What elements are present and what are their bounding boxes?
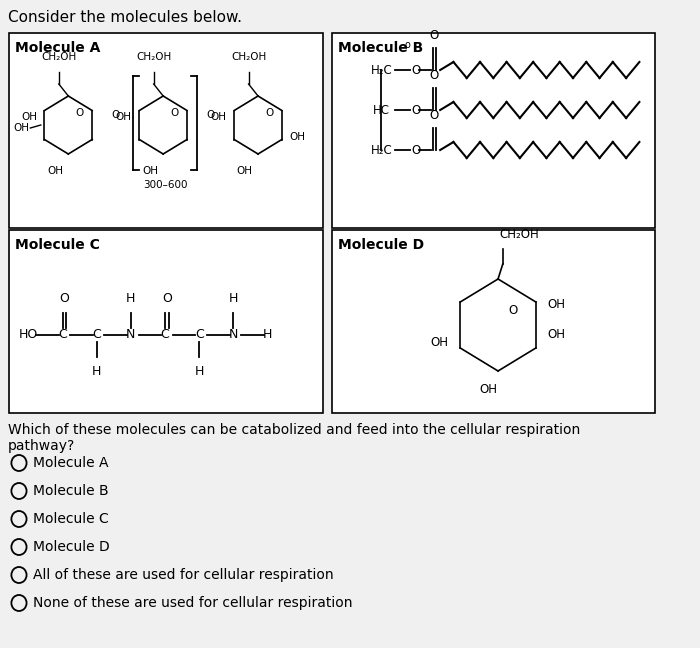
Text: OH: OH (547, 329, 566, 341)
Text: Molecule B: Molecule B (337, 41, 423, 55)
Text: O: O (111, 110, 120, 120)
Text: 300–600: 300–600 (143, 180, 188, 190)
Text: OH: OH (116, 112, 132, 122)
Text: O: O (411, 64, 420, 76)
Text: OH: OH (237, 166, 253, 176)
Text: OH: OH (13, 123, 29, 133)
Text: N: N (126, 329, 136, 341)
Text: O: O (60, 292, 69, 305)
Text: Molecule B: Molecule B (33, 484, 108, 498)
Text: CH₂OH: CH₂OH (41, 52, 76, 62)
FancyBboxPatch shape (10, 230, 323, 413)
Text: OH: OH (142, 166, 158, 176)
Text: H: H (195, 365, 204, 378)
Text: H: H (126, 292, 136, 305)
Text: N: N (229, 329, 238, 341)
Text: O: O (430, 29, 439, 42)
Text: O: O (430, 109, 439, 122)
Text: O: O (265, 108, 274, 118)
Text: O: O (509, 305, 518, 318)
Text: H₂C: H₂C (370, 64, 392, 76)
Text: OH: OH (547, 299, 566, 312)
Text: OH: OH (21, 112, 37, 122)
Text: OH: OH (480, 383, 498, 396)
Text: HO: HO (19, 329, 38, 341)
Text: CH₂OH: CH₂OH (499, 228, 539, 241)
Text: O: O (411, 143, 420, 157)
Text: All of these are used for cellular respiration: All of these are used for cellular respi… (33, 568, 334, 582)
FancyBboxPatch shape (332, 33, 654, 228)
Text: Molecule C: Molecule C (15, 238, 100, 252)
Text: C: C (92, 329, 101, 341)
Text: H: H (92, 365, 102, 378)
Text: CH₂OH: CH₂OH (231, 52, 266, 62)
Text: HC: HC (373, 104, 390, 117)
Text: o: o (404, 40, 410, 50)
Text: None of these are used for cellular respiration: None of these are used for cellular resp… (33, 596, 353, 610)
Text: Molecule A: Molecule A (15, 41, 101, 55)
FancyBboxPatch shape (332, 230, 654, 413)
Text: O: O (411, 104, 420, 117)
Text: Which of these molecules can be catabolized and feed into the cellular respirati: Which of these molecules can be cataboli… (8, 423, 580, 453)
Text: O: O (76, 108, 84, 118)
Text: H₂C: H₂C (370, 143, 392, 157)
Text: Molecule A: Molecule A (33, 456, 108, 470)
Text: Molecule C: Molecule C (33, 512, 109, 526)
Text: OH: OH (211, 112, 227, 122)
Text: C: C (58, 329, 67, 341)
Text: OH: OH (289, 132, 305, 142)
Text: OH: OH (430, 336, 449, 349)
Text: H: H (262, 329, 272, 341)
Text: CH₂OH: CH₂OH (136, 52, 172, 62)
Text: Molecule D: Molecule D (337, 238, 424, 252)
Text: O: O (206, 110, 215, 120)
Text: O: O (430, 69, 439, 82)
Text: OH: OH (47, 166, 63, 176)
Text: C: C (195, 329, 204, 341)
Text: C: C (161, 329, 169, 341)
Text: O: O (162, 292, 172, 305)
Text: O: O (170, 108, 178, 118)
Text: H: H (229, 292, 238, 305)
Text: Consider the molecules below.: Consider the molecules below. (8, 10, 241, 25)
Text: Molecule D: Molecule D (33, 540, 110, 554)
FancyBboxPatch shape (10, 33, 323, 228)
